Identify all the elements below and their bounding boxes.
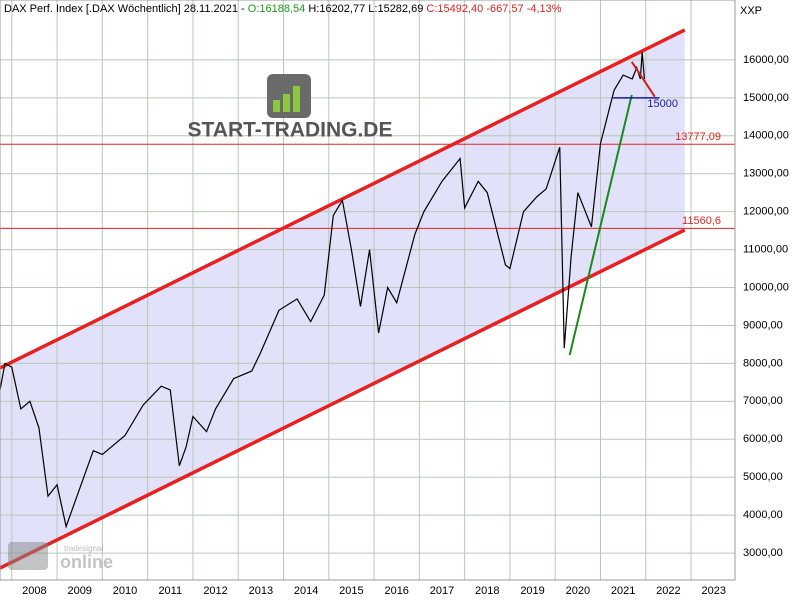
- y-tick-label: 4000,00: [743, 509, 783, 521]
- x-tick-label: 2012: [203, 585, 227, 597]
- horizontal-line-label: 11560,6: [682, 215, 721, 227]
- header-title: DAX Perf. Index [.DAX Wöchentlich] 28.11…: [4, 3, 245, 15]
- header: DAX Perf. Index [.DAX Wöchentlich] 28.11…: [4, 3, 562, 15]
- logo-text: START-TRADING.DE: [188, 119, 393, 142]
- x-tick-label: 2008: [22, 585, 46, 597]
- channel-fill: [0, 29, 685, 569]
- x-tick-label: 2022: [656, 585, 680, 597]
- y-tick-label: 13000,00: [743, 168, 789, 180]
- logo-bar: [293, 86, 300, 112]
- x-tick-label: 2015: [339, 585, 363, 597]
- header-low: L:15282,69: [368, 3, 423, 15]
- x-tick-label: 2018: [475, 585, 499, 597]
- header-open: O:16188,54: [248, 3, 306, 15]
- watermark-big: online: [60, 552, 113, 572]
- logo-bar: [283, 94, 290, 112]
- trend-line: [630, 61, 656, 98]
- horizontal-line-label: 13777,09: [675, 131, 721, 143]
- watermark-icon: [8, 542, 48, 570]
- x-tick-label: 2017: [430, 585, 454, 597]
- logo: START-TRADING.DE: [188, 74, 393, 142]
- y-tick-label: 7000,00: [743, 395, 783, 407]
- logo-bar: [273, 100, 280, 112]
- x-tick-label: 2009: [67, 585, 91, 597]
- y-tick-label: 9000,00: [743, 319, 783, 331]
- x-tick-label: 2016: [384, 585, 408, 597]
- y-tick-label: 11000,00: [743, 244, 788, 256]
- x-tick-label: 2023: [701, 585, 725, 597]
- price-line: [0, 52, 646, 529]
- header-close: C:15492,40 -667,57 -4,13%: [426, 3, 561, 15]
- x-tick-label: 2019: [520, 585, 544, 597]
- y-tick-label: 8000,00: [743, 357, 783, 369]
- plot-area: [0, 0, 735, 580]
- x-tick-label: 2011: [158, 585, 182, 597]
- y-tick-label: 12000,00: [743, 206, 789, 218]
- x-tick-label: 2014: [294, 585, 318, 597]
- y-tick-label: 6000,00: [743, 433, 783, 445]
- header-high: H:16202,77: [308, 3, 365, 15]
- watermark: tradesignal online: [8, 542, 113, 572]
- x-tick-label: 2013: [249, 585, 273, 597]
- y-tick-label: 15000,00: [743, 92, 789, 104]
- axis-name: XXP: [740, 5, 762, 17]
- x-tick-label: 2020: [566, 585, 590, 597]
- plot-frame: [0, 0, 736, 581]
- y-tick-label: 5000,00: [743, 471, 783, 483]
- channel-line: [0, 28, 686, 370]
- watermark-small: tradesignal: [64, 544, 103, 553]
- x-tick-label: 2021: [611, 585, 635, 597]
- level-label: 15000: [647, 98, 678, 110]
- y-tick-label: 3000,00: [743, 547, 783, 559]
- y-tick-label: 10000,00: [743, 281, 789, 293]
- trend-line: [568, 94, 633, 356]
- y-tick-label: 16000,00: [743, 54, 789, 66]
- x-tick-label: 2010: [113, 585, 137, 597]
- channel-line: [0, 228, 686, 570]
- y-tick-label: 14000,00: [743, 130, 789, 142]
